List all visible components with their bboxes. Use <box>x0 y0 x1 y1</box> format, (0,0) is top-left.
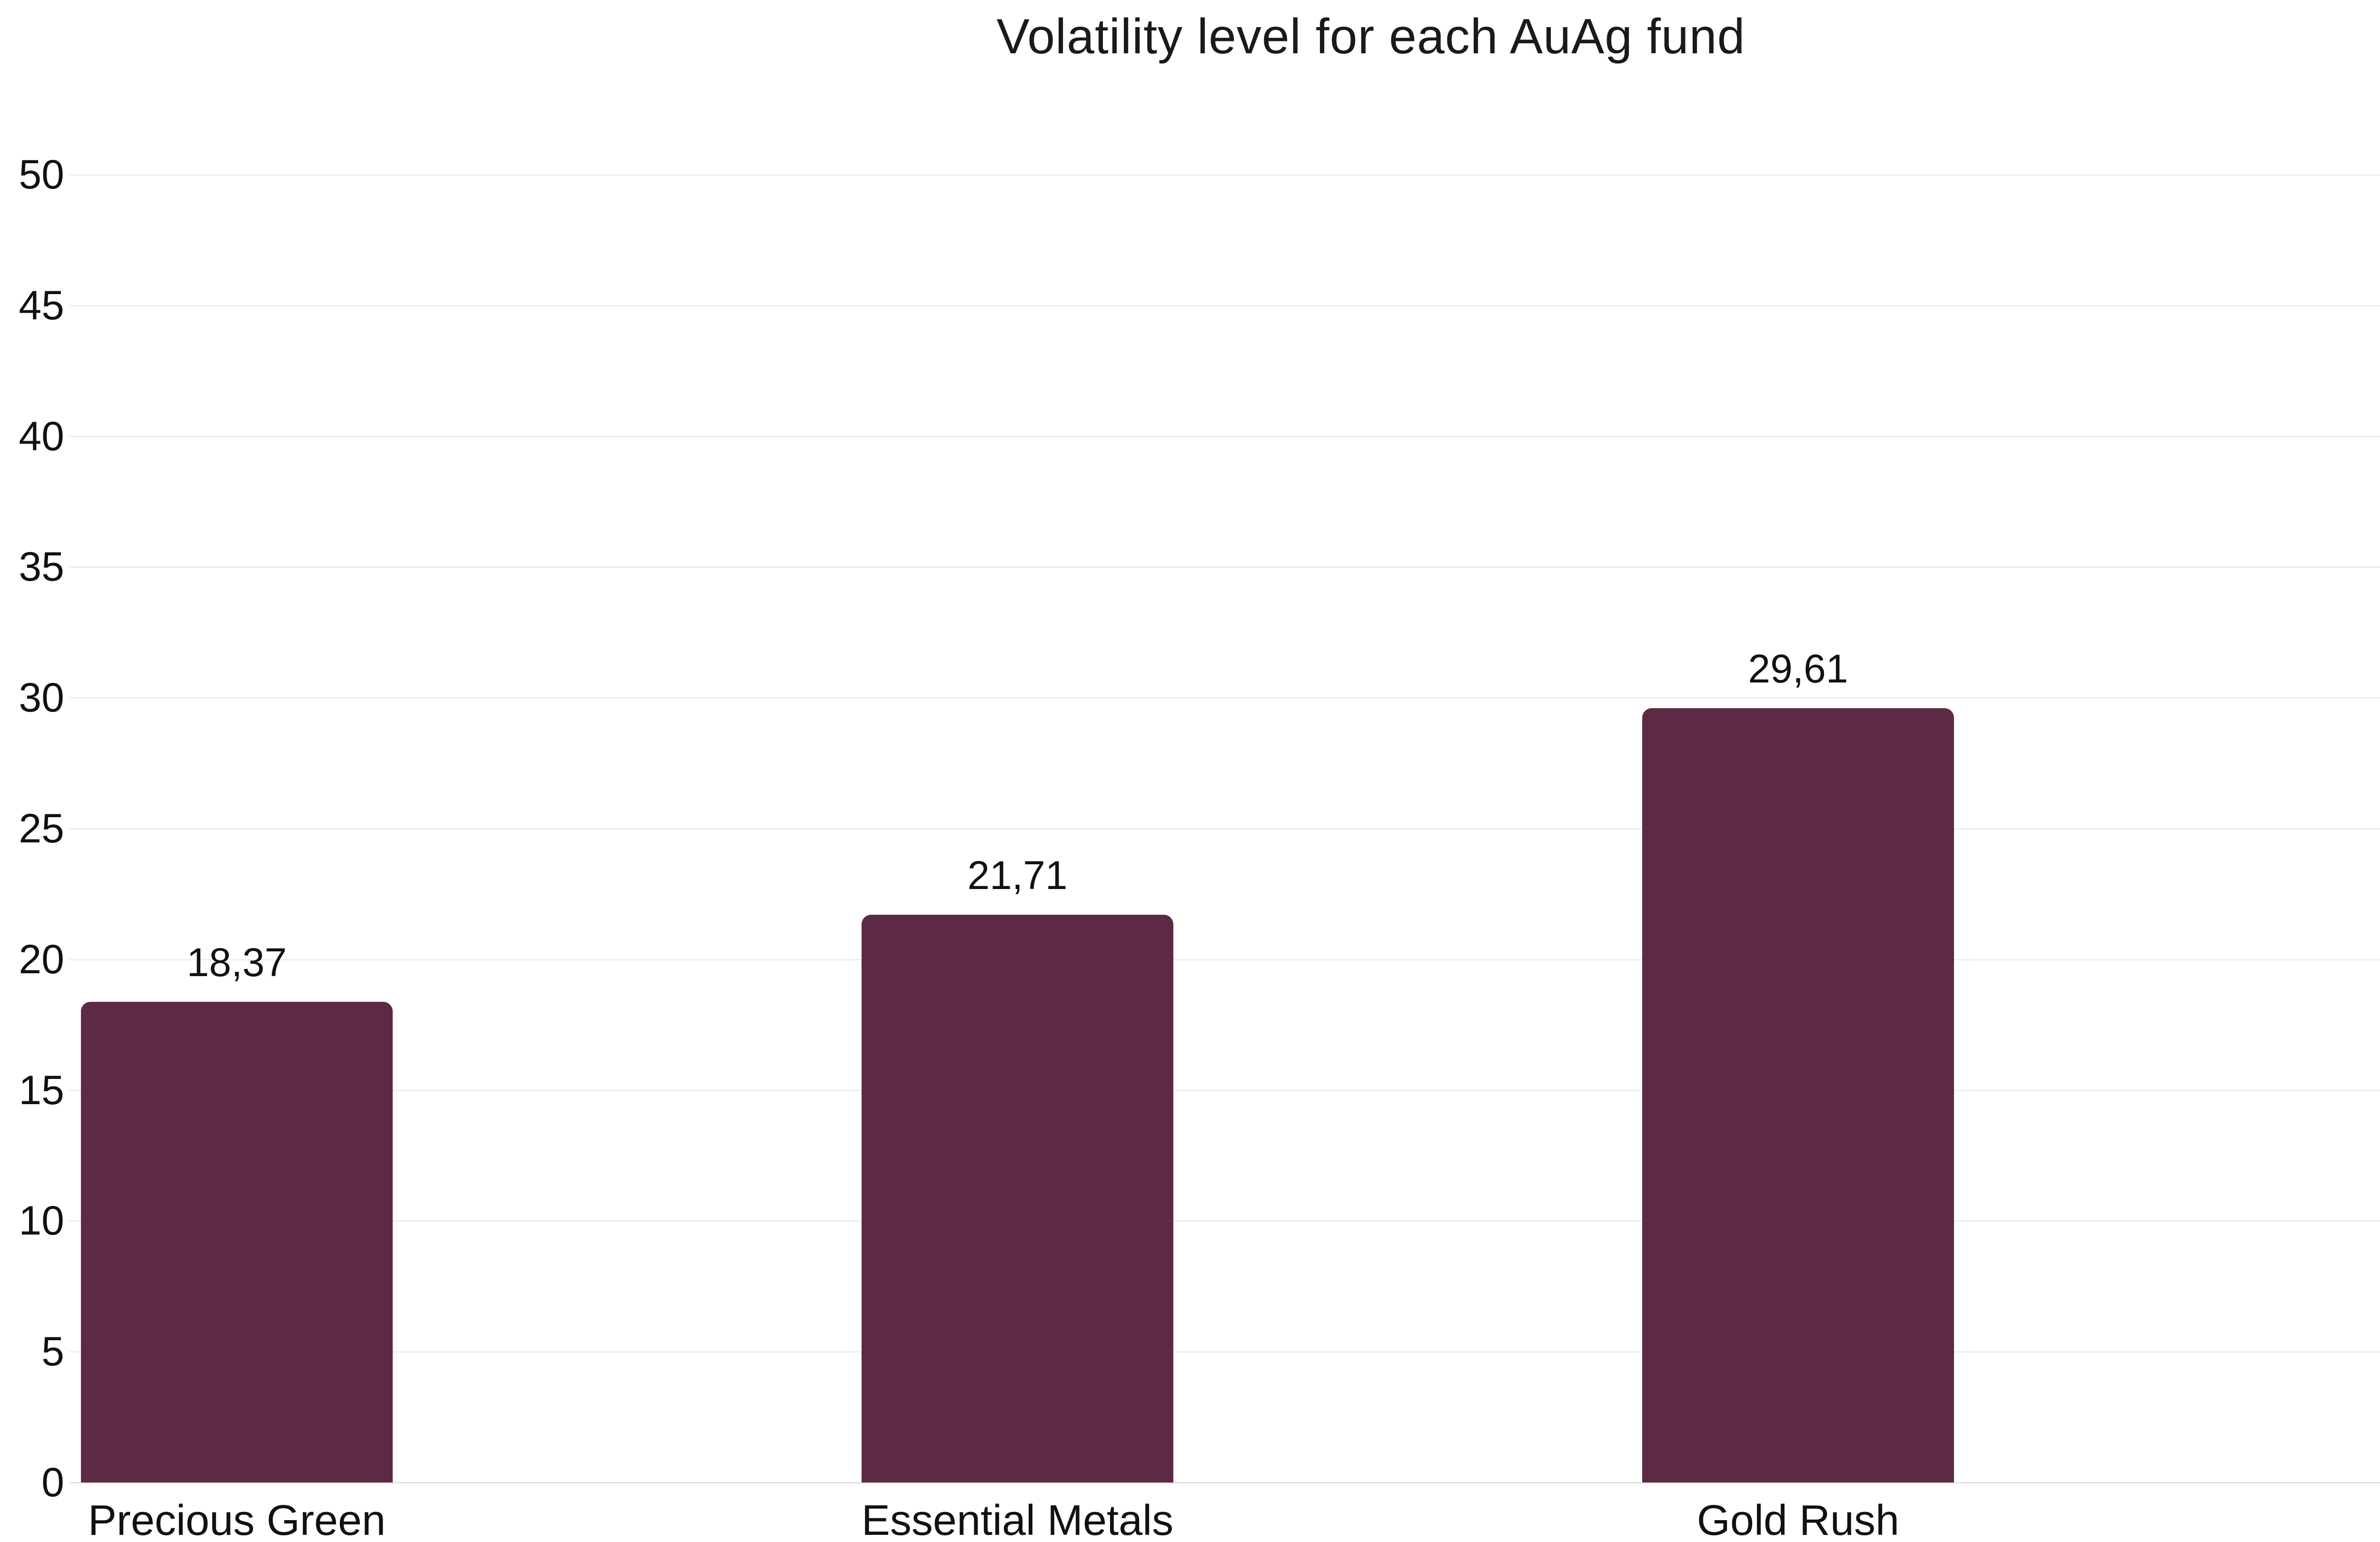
gridline-y-5 <box>69 1351 2380 1353</box>
y-axis-tick-label: 0 <box>41 1460 64 1505</box>
y-axis-tick-label: 25 <box>19 806 64 851</box>
y-axis-tick-label: 50 <box>19 152 64 198</box>
bar-essential-metals <box>862 914 1173 1483</box>
y-axis-tick-label: 10 <box>19 1198 64 1244</box>
gridline-y-10 <box>69 1220 2380 1222</box>
y-axis-tick-label: 5 <box>41 1329 64 1375</box>
y-axis-tick-label: 40 <box>19 413 64 459</box>
bar-value-label: 21,71 <box>967 852 1068 898</box>
gridline-y-15 <box>69 1089 2380 1091</box>
gridline-y-25 <box>69 828 2380 830</box>
x-axis-category-label: Essential Metals <box>861 1497 1174 1542</box>
x-axis-category-label: Silver Bullet <box>2317 1499 2380 1542</box>
bar-value-label: 18,37 <box>187 940 287 985</box>
gridline-y-50 <box>69 174 2380 176</box>
x-axis-category-label: Precious Green <box>88 1497 386 1542</box>
x-axis-category-label: Gold Rush <box>1696 1497 1900 1542</box>
y-axis-tick-label: 45 <box>19 282 64 328</box>
bar-value-label: 29,61 <box>1748 646 1848 691</box>
y-axis-tick-label: 35 <box>19 544 64 590</box>
gridline-y-0 <box>69 1482 2380 1483</box>
chart-title: Volatility level for each AuAg fund <box>996 9 1745 64</box>
y-axis-tick-label: 30 <box>19 675 64 721</box>
bar-gold-rush <box>1642 708 1954 1483</box>
gridline-y-35 <box>69 566 2380 568</box>
y-axis-tick-label: 15 <box>19 1067 64 1113</box>
gridline-y-20 <box>69 959 2380 960</box>
gridline-y-30 <box>69 697 2380 699</box>
gridline-y-45 <box>69 305 2380 306</box>
y-axis-tick-label: 20 <box>19 936 64 982</box>
bar-precious-green <box>81 1002 393 1483</box>
gridline-y-40 <box>69 435 2380 437</box>
